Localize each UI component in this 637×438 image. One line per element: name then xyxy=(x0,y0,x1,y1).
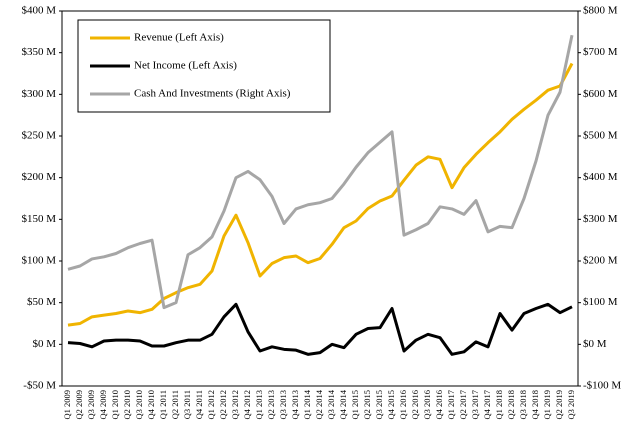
legend-label: Revenue (Left Axis) xyxy=(134,32,224,44)
y2-tick-label: $100 M xyxy=(583,296,618,308)
x-tick-label: Q4 2017 xyxy=(482,390,492,420)
plot-frame xyxy=(61,10,579,387)
x-tick-label: Q3 2018 xyxy=(518,390,528,420)
series-line xyxy=(67,34,574,310)
y-tick-label: $350 M xyxy=(21,46,56,58)
y-tick-label: $200 M xyxy=(21,171,56,183)
y-tick-label: $400 M xyxy=(21,5,56,17)
x-tick-label: Q2 2018 xyxy=(506,390,516,420)
x-tick-label: Q4 2015 xyxy=(386,390,396,420)
x-tick-label: Q3 2016 xyxy=(422,390,432,420)
x-tick-label: Q1 2013 xyxy=(254,390,264,420)
x-tick-label: Q2 2015 xyxy=(362,390,372,420)
y-tick-label: $100 M xyxy=(21,255,56,267)
series-line xyxy=(67,62,574,327)
x-tick-label: Q1 2014 xyxy=(302,389,312,419)
x-tick-label: Q4 2009 xyxy=(98,390,108,420)
x-tick-label: Q4 2014 xyxy=(338,389,348,419)
legend-label: Cash And Investments (Right Axis) xyxy=(134,88,291,100)
y-tick-label: $50 M xyxy=(27,296,56,308)
y2-tick-label: $400 M xyxy=(583,171,618,183)
y2-tick-label: $800 M xyxy=(583,5,618,17)
x-tick-label: Q2 2010 xyxy=(122,390,132,420)
x-tick-label: Q3 2012 xyxy=(230,390,240,420)
x-tick-label: Q1 2015 xyxy=(350,390,360,420)
y-tick-label: -$50 M xyxy=(23,380,56,392)
x-tick-label: Q4 2010 xyxy=(146,390,156,420)
x-tick-label: Q1 2019 xyxy=(542,390,552,420)
x-tick-label: Q1 2016 xyxy=(398,390,408,420)
x-tick-label: Q2 2016 xyxy=(410,390,420,420)
x-tick-label: Q1 2009 xyxy=(62,390,72,420)
x-tick-label: Q1 2018 xyxy=(494,390,504,420)
x-tick-label: Q4 2011 xyxy=(194,390,204,419)
x-tick-label: Q2 2011 xyxy=(170,390,180,419)
x-tick-label: Q3 2015 xyxy=(374,390,384,420)
x-tick-label: Q2 2019 xyxy=(554,390,564,420)
x-tick-label: Q4 2016 xyxy=(434,390,444,420)
y2-tick-label: -$100 M xyxy=(583,380,621,392)
x-tick-label: Q4 2012 xyxy=(242,390,252,420)
x-tick-label: Q2 2009 xyxy=(74,390,84,420)
x-tick-label: Q4 2013 xyxy=(290,390,300,420)
x-tick-label: Q2 2014 xyxy=(314,389,324,419)
x-tick-label: Q3 2010 xyxy=(134,390,144,420)
y2-tick-label: $600 M xyxy=(583,88,618,100)
y-tick-label: $250 M xyxy=(21,130,56,142)
x-tick-label: Q3 2013 xyxy=(278,390,288,420)
x-tick-label: Q1 2010 xyxy=(110,390,120,420)
x-tick-label: Q1 2011 xyxy=(158,390,168,419)
x-tick-label: Q1 2012 xyxy=(206,390,216,420)
series-line xyxy=(67,302,573,356)
x-tick-label: Q3 2009 xyxy=(86,390,96,420)
x-tick-label: Q1 2017 xyxy=(446,390,456,420)
y2-tick-label: $200 M xyxy=(583,255,618,267)
y2-tick-label: $0 M xyxy=(583,338,607,350)
y-tick-label: $0 M xyxy=(32,338,56,350)
x-tick-label: Q2 2012 xyxy=(218,390,228,420)
legend-label: Net Income (Left Axis) xyxy=(134,60,237,72)
x-tick-label: Q2 2017 xyxy=(458,390,468,420)
x-tick-label: Q3 2017 xyxy=(470,390,480,420)
x-tick-label: Q3 2011 xyxy=(182,390,192,419)
y-tick-label: $300 M xyxy=(21,88,56,100)
y2-tick-label: $500 M xyxy=(583,130,618,142)
x-tick-label: Q2 2013 xyxy=(266,390,276,420)
y2-tick-label: $700 M xyxy=(583,46,618,58)
y-tick-label: $150 M xyxy=(21,213,56,225)
x-tick-label: Q3 2019 xyxy=(566,390,576,420)
x-tick-label: Q4 2018 xyxy=(530,390,540,420)
y2-tick-label: $300 M xyxy=(583,213,618,225)
x-tick-label: Q3 2014 xyxy=(326,389,336,419)
